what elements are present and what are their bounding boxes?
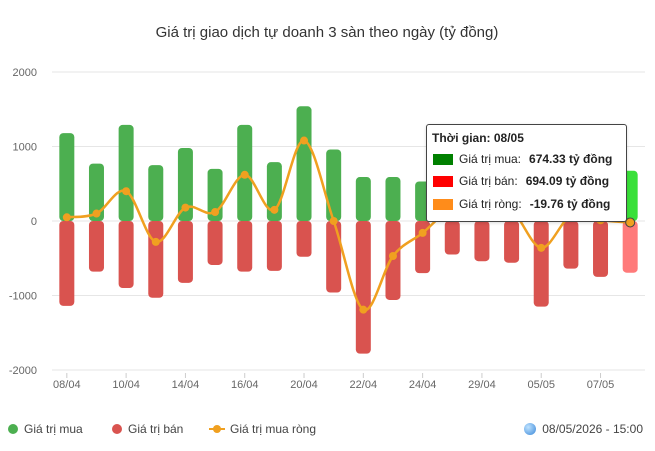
tooltip-sell-swatch-icon	[433, 175, 453, 187]
net-point[interactable]	[62, 213, 71, 222]
bar[interactable]	[355, 177, 371, 221]
tooltip-sell-value: 694.09 tỷ đồng	[525, 174, 610, 188]
tooltip-net-value: -19.76 tỷ đồng	[529, 197, 611, 211]
tooltip-title: Thời gian: 08/05	[432, 131, 524, 145]
x-tick-label: 16/04	[231, 379, 259, 391]
bar[interactable]	[622, 221, 638, 273]
tooltip-buy-label: Giá trị mua:	[459, 152, 522, 166]
x-axis-ticks: 08/04 10/04 14/04 16/04 20/04 22/04 24/04 29/04…	[53, 373, 614, 391]
legend-buy-label: Giá trị mua	[24, 422, 83, 436]
legend-net-line-icon	[209, 424, 225, 434]
y-tick-label: 2000	[13, 67, 37, 79]
tooltip-sell-label: Giá trị bán:	[459, 174, 518, 188]
net-point[interactable]	[625, 217, 636, 228]
tooltip-row-net: Giá trị ròng: -19.76 tỷ đồng	[433, 196, 610, 212]
bar[interactable]	[533, 221, 549, 307]
bar[interactable]	[148, 165, 164, 221]
bar[interactable]	[266, 221, 282, 271]
bar[interactable]	[355, 221, 371, 354]
net-point[interactable]	[211, 208, 220, 217]
bar[interactable]	[148, 221, 164, 298]
tooltip: Thời gian: 08/05 Giá trị mua: 674.33 tỷ …	[426, 124, 627, 222]
bar[interactable]	[474, 221, 490, 262]
timestamp: 08/05/2026 - 15:00	[524, 422, 643, 436]
bar[interactable]	[326, 221, 342, 293]
x-tick-label: 10/04	[112, 379, 140, 391]
bar[interactable]	[296, 221, 312, 257]
x-tick-label: 29/04	[468, 379, 496, 391]
bar[interactable]	[296, 106, 312, 221]
net-point[interactable]	[418, 228, 427, 237]
chart-title: Giá trị giao dịch tự doanh 3 sàn theo ng…	[156, 24, 499, 41]
tooltip-row-buy: Giá trị mua: 674.33 tỷ đồng	[433, 151, 612, 167]
bar[interactable]	[504, 221, 520, 263]
bar[interactable]	[59, 133, 75, 221]
legend-sell-label: Giá trị bán	[128, 422, 184, 436]
legend-item-sell[interactable]: Giá trị bán	[112, 422, 183, 436]
net-point[interactable]	[300, 136, 309, 145]
bar[interactable]	[326, 149, 342, 221]
net-point[interactable]	[270, 205, 279, 214]
legend-item-net[interactable]: Giá trị mua ròng	[209, 422, 316, 436]
x-tick-label: 05/05	[527, 379, 555, 391]
tooltip-row-sell: Giá trị bán: 694.09 tỷ đồng	[433, 173, 609, 189]
net-point[interactable]	[151, 237, 160, 246]
bar[interactable]	[563, 221, 579, 269]
net-point[interactable]	[537, 243, 546, 252]
y-tick-label: -1000	[9, 291, 37, 303]
x-tick-label: 07/05	[587, 379, 615, 391]
legend: Giá trị mua Giá trị bán Giá trị mua ròng…	[0, 420, 655, 444]
x-tick-label: 20/04	[290, 379, 318, 391]
legend-net-label: Giá trị mua ròng	[230, 422, 317, 436]
y-tick-label: 0	[31, 216, 37, 228]
y-axis-ticks: 2000 1000 0 -1000 -2000	[9, 67, 37, 377]
tooltip-buy-value: 674.33 tỷ đồng	[529, 152, 613, 166]
tooltip-net-swatch-icon	[433, 198, 453, 210]
x-tick-label: 14/04	[172, 379, 200, 391]
legend-buy-dot-icon	[8, 424, 18, 434]
x-tick-label: 08/04	[53, 379, 81, 391]
bar[interactable]	[88, 221, 104, 272]
bar[interactable]	[177, 221, 193, 283]
y-tick-label: -2000	[9, 365, 37, 377]
legend-item-buy[interactable]: Giá trị mua	[8, 422, 83, 436]
bar[interactable]	[177, 147, 193, 221]
bar[interactable]	[118, 124, 134, 221]
bar[interactable]	[118, 221, 134, 289]
bar[interactable]	[385, 177, 401, 221]
tooltip-buy-swatch-icon	[433, 153, 453, 165]
legend-sell-dot-icon	[112, 424, 122, 434]
bar[interactable]	[207, 221, 223, 265]
x-tick-label: 22/04	[350, 379, 378, 391]
net-point[interactable]	[329, 217, 338, 225]
bar[interactable]	[88, 163, 104, 221]
tooltip-net-label: Giá trị ròng:	[459, 197, 522, 211]
net-point[interactable]	[181, 203, 190, 212]
bar[interactable]	[59, 221, 75, 306]
bar[interactable]	[385, 221, 401, 300]
net-point[interactable]	[122, 187, 131, 196]
bar[interactable]	[593, 221, 609, 277]
bar[interactable]	[237, 221, 253, 272]
timestamp-text: 08/05/2026 - 15:00	[542, 422, 643, 436]
net-point[interactable]	[92, 209, 101, 218]
net-point[interactable]	[388, 252, 397, 261]
y-tick-label: 1000	[13, 142, 37, 154]
net-point[interactable]	[240, 170, 249, 179]
bar[interactable]	[444, 221, 460, 255]
globe-icon	[524, 423, 537, 435]
x-tick-label: 24/04	[409, 379, 437, 391]
net-point[interactable]	[359, 305, 368, 314]
